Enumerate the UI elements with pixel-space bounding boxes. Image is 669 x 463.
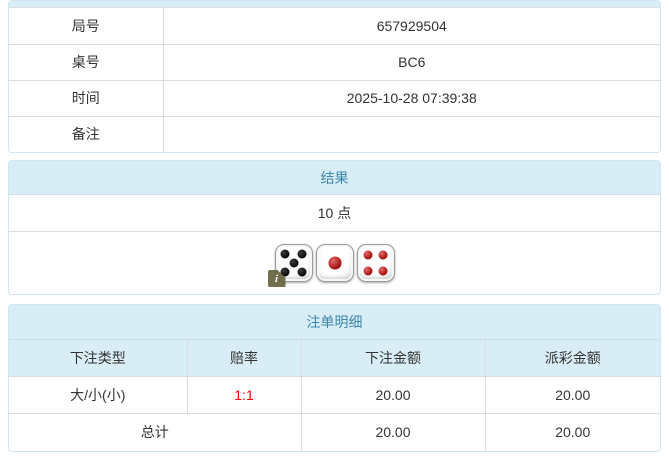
table-row: 时间 2025-10-28 07:39:38 (9, 79, 660, 116)
dice-row: i (9, 232, 660, 294)
bet-details-title: 注单明细 (9, 305, 660, 340)
table-header-row: 下注类型 赔率 下注金额 派彩金额 (9, 340, 660, 376)
die-pip (363, 250, 373, 260)
round-number-label: 局号 (9, 8, 163, 44)
col-odds: 赔率 (186, 340, 301, 376)
table-number-label: 桌号 (9, 43, 163, 80)
die-pip (363, 266, 373, 276)
result-panel: 结果 10 点 i (8, 160, 661, 295)
result-points: 10 点 (9, 195, 660, 232)
die-pip (328, 256, 341, 270)
round-number-value: 657929504 (162, 8, 660, 44)
die-pip (280, 249, 290, 259)
die-pip (297, 249, 307, 259)
die-pip (378, 250, 388, 260)
result-panel-title: 结果 (9, 161, 660, 195)
die-one-icon (315, 244, 354, 282)
bet-details-table: 下注类型 赔率 下注金额 派彩金额 大/小(小) 1:1 20.00 20.00… (9, 340, 660, 451)
total-row: 总计 20.00 20.00 (9, 412, 660, 451)
bet-type-value: 大/小(小) (9, 375, 187, 413)
time-label: 时间 (9, 79, 163, 116)
table-row: 备注 (9, 115, 660, 152)
col-payout-amount: 派彩金额 (484, 340, 660, 376)
remark-label: 备注 (9, 115, 163, 152)
info-icon[interactable]: i (267, 270, 286, 287)
table-row: 桌号 BC6 (9, 43, 660, 80)
table-row: 局号 657929504 (9, 8, 660, 44)
payout-amount-value: 20.00 (484, 375, 660, 413)
bet-amount-value: 20.00 (300, 375, 485, 413)
table-number-value: BC6 (162, 43, 660, 80)
bet-row: 大/小(小) 1:1 20.00 20.00 (9, 375, 660, 413)
panel-top-strip (9, 1, 660, 8)
die-pip (378, 266, 388, 276)
die-pip (280, 267, 290, 277)
die-four-icon (356, 244, 395, 282)
col-bet-amount: 下注金额 (300, 340, 485, 376)
die-wrap (356, 244, 395, 282)
die-pip (297, 267, 307, 277)
col-bet-type: 下注类型 (9, 340, 187, 376)
time-value: 2025-10-28 07:39:38 (162, 79, 660, 116)
game-info-table: 局号 657929504 桌号 BC6 时间 2025-10-28 07:39:… (9, 8, 660, 152)
total-label: 总计 (9, 412, 301, 451)
remark-value (162, 115, 660, 152)
die-wrap: i (267, 244, 313, 287)
odds-value: 1:1 (186, 375, 301, 413)
game-info-panel: 局号 657929504 桌号 BC6 时间 2025-10-28 07:39:… (8, 0, 661, 153)
total-bet-amount: 20.00 (300, 412, 485, 451)
bet-details-panel: 注单明细 下注类型 赔率 下注金额 派彩金额 大/小(小) 1:1 20.00 … (8, 304, 661, 452)
die-pip (289, 258, 298, 268)
total-payout-amount: 20.00 (484, 412, 660, 451)
die-wrap (315, 244, 354, 282)
